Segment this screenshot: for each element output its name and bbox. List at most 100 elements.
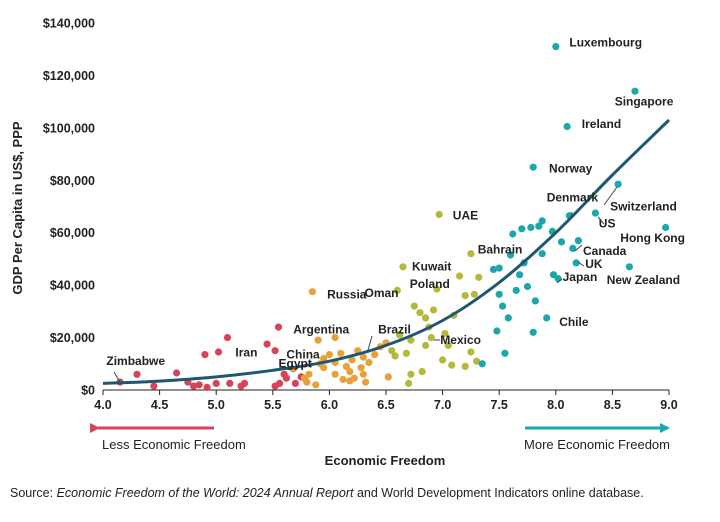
data-point bbox=[461, 362, 469, 370]
point-label: US bbox=[599, 217, 616, 231]
point-label: UK bbox=[585, 257, 603, 271]
point-label: Oman bbox=[365, 286, 399, 300]
data-point bbox=[495, 264, 503, 272]
data-point bbox=[543, 314, 551, 322]
data-point bbox=[523, 282, 532, 291]
x-tick-label: 6.5 bbox=[377, 398, 394, 412]
data-point bbox=[418, 368, 426, 376]
data-point bbox=[554, 275, 562, 283]
data-point bbox=[331, 334, 339, 342]
x-tick-label: 9.0 bbox=[660, 398, 677, 412]
data-point bbox=[291, 379, 299, 387]
data-point bbox=[410, 302, 418, 310]
data-point bbox=[312, 381, 320, 389]
point-label: Poland bbox=[410, 277, 450, 291]
x-tick-label: 5.0 bbox=[208, 398, 225, 412]
data-point bbox=[226, 379, 234, 387]
data-point bbox=[384, 373, 392, 381]
data-point bbox=[495, 290, 503, 298]
point-label: Chile bbox=[559, 315, 589, 329]
y-tick-label: $140,000 bbox=[43, 17, 95, 31]
data-point bbox=[371, 351, 379, 359]
data-point bbox=[439, 356, 447, 364]
more-freedom-label: More Economic Freedom bbox=[524, 437, 670, 452]
point-label: Hong Kong bbox=[620, 231, 685, 245]
point-label: New Zealand bbox=[607, 273, 680, 287]
data-point bbox=[150, 382, 158, 390]
data-point bbox=[574, 237, 583, 245]
data-point bbox=[433, 285, 441, 293]
y-tick-label: $0 bbox=[81, 384, 95, 398]
point-label: Bahrain bbox=[478, 243, 523, 257]
data-point bbox=[529, 328, 537, 336]
point-label: Norway bbox=[549, 161, 593, 175]
data-point bbox=[506, 251, 515, 259]
source-note: Source: Economic Freedom of the World: 2… bbox=[10, 486, 644, 500]
data-point bbox=[552, 43, 560, 51]
x-tick-label: 4.5 bbox=[151, 398, 168, 412]
data-point bbox=[467, 348, 475, 356]
leader-line bbox=[574, 244, 583, 252]
data-point bbox=[493, 327, 501, 335]
data-point bbox=[527, 223, 535, 232]
leader-line bbox=[367, 335, 373, 351]
data-point bbox=[393, 286, 401, 294]
data-point bbox=[572, 259, 580, 267]
x-tick-label: 6.0 bbox=[321, 398, 338, 412]
point-label: Mexico bbox=[440, 333, 481, 347]
data-point bbox=[631, 87, 639, 95]
data-point bbox=[591, 209, 600, 217]
data-point bbox=[303, 378, 311, 386]
data-point bbox=[396, 331, 404, 339]
data-point bbox=[314, 336, 322, 344]
point-label: Zimbabwe bbox=[106, 354, 165, 368]
data-point bbox=[489, 265, 498, 273]
data-point bbox=[320, 364, 328, 372]
y-axis-title: GDP Per Capita in US$, PPP bbox=[10, 121, 25, 294]
data-point bbox=[569, 244, 577, 252]
data-point bbox=[427, 334, 435, 342]
data-point bbox=[499, 302, 507, 310]
data-point bbox=[531, 297, 540, 305]
data-point bbox=[190, 382, 198, 390]
y-tick-label: $80,000 bbox=[50, 174, 95, 188]
data-point bbox=[320, 354, 328, 363]
data-point bbox=[407, 370, 415, 378]
data-point bbox=[331, 370, 339, 378]
data-point bbox=[405, 379, 413, 387]
data-point bbox=[461, 292, 469, 300]
point-label: Ireland bbox=[582, 117, 621, 131]
trend-line bbox=[102, 118, 671, 385]
data-point bbox=[399, 263, 407, 271]
data-point bbox=[357, 364, 365, 372]
data-point bbox=[444, 341, 452, 349]
data-point bbox=[348, 356, 356, 364]
data-point bbox=[359, 370, 367, 378]
data-point bbox=[342, 362, 350, 370]
data-point bbox=[563, 122, 571, 131]
data-points bbox=[116, 43, 670, 391]
data-point bbox=[305, 370, 313, 378]
data-point bbox=[475, 273, 483, 281]
less-freedom-label: Less Economic Freedom bbox=[102, 437, 246, 452]
point-label: Kuwait bbox=[412, 260, 451, 274]
data-point bbox=[501, 349, 509, 357]
point-label: Egypt bbox=[279, 357, 312, 371]
data-point bbox=[359, 353, 367, 361]
data-point bbox=[429, 306, 438, 314]
point-label: Japan bbox=[563, 270, 598, 284]
leader-line bbox=[556, 278, 563, 284]
y-tick-label: $20,000 bbox=[50, 331, 95, 345]
data-point bbox=[448, 361, 456, 369]
data-point bbox=[308, 288, 316, 296]
point-label: Singapore bbox=[615, 95, 674, 109]
x-axis-ticks: 4.0 4.5 5.0 5.5 6.0 6.5 7.0 7.5 8.0 8.5 9.0 bbox=[94, 390, 678, 412]
data-point bbox=[557, 238, 566, 246]
data-point bbox=[518, 225, 526, 233]
data-point bbox=[509, 230, 517, 238]
data-point bbox=[512, 286, 520, 294]
data-point bbox=[391, 352, 399, 360]
source-report-title: Economic Freedom of the World: 2024 Annu… bbox=[56, 486, 354, 500]
data-point bbox=[346, 377, 354, 385]
point-label: Iran bbox=[235, 345, 257, 359]
